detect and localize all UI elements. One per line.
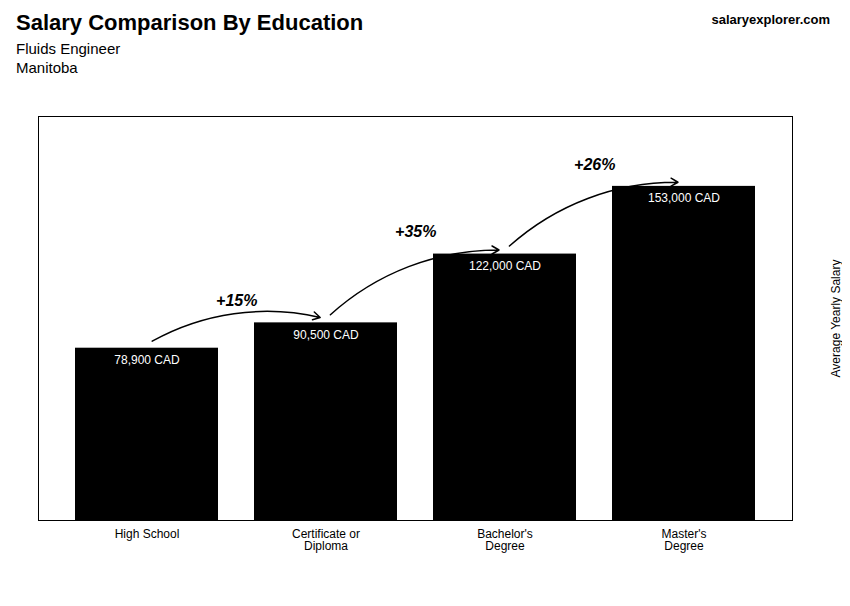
- svg-text:+35%: +35%: [395, 223, 436, 240]
- svg-text:Average Yearly Salary: Average Yearly Salary: [829, 260, 843, 378]
- svg-text:122,000 CAD: 122,000 CAD: [469, 259, 541, 273]
- html-text:Salary Comparison By Education: Salary Comparison By Education: [16, 10, 364, 35]
- svg-text:+15%: +15%: [216, 292, 257, 309]
- svg-text:78,900 CAD: 78,900 CAD: [114, 353, 180, 367]
- svg-text:Master'sDegree: Master'sDegree: [662, 527, 707, 553]
- svg-text:153,000 CAD: 153,000 CAD: [648, 191, 720, 205]
- svg-text:90,500 CAD: 90,500 CAD: [293, 328, 359, 342]
- html-text:Fluids Engineer: Fluids Engineer: [16, 40, 121, 57]
- html-text:salaryexplorer.com: salaryexplorer.com: [711, 12, 830, 27]
- svg-text:Bachelor'sDegree: Bachelor'sDegree: [477, 527, 533, 553]
- svg-text:Certificate orDiploma: Certificate orDiploma: [292, 527, 360, 553]
- svg-text:High School: High School: [115, 527, 180, 541]
- svg-text:+26%: +26%: [574, 156, 615, 173]
- html-text:Manitoba: Manitoba: [16, 59, 78, 76]
